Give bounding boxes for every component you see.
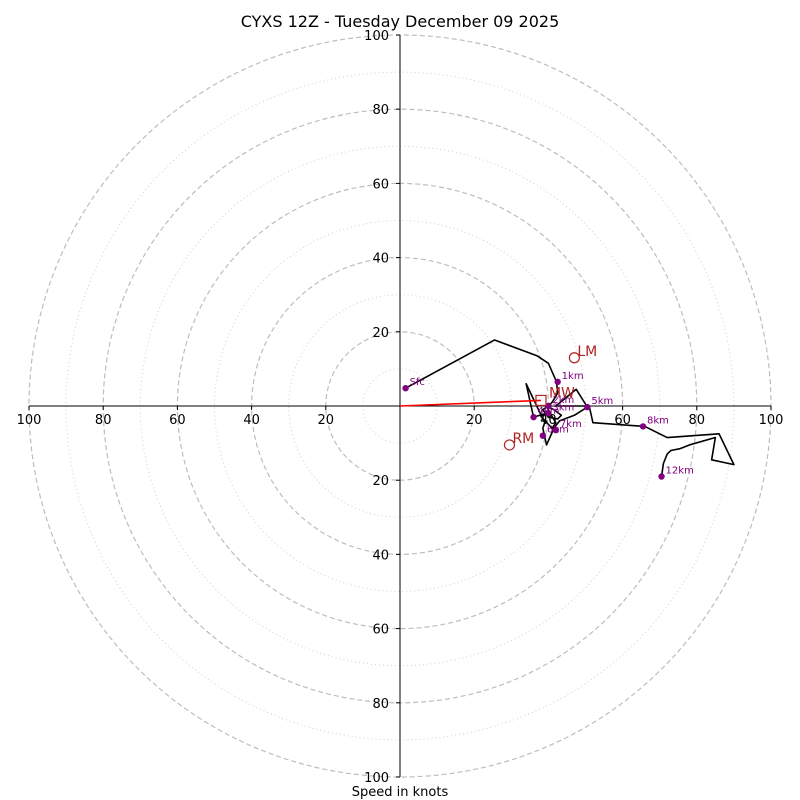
height-label: 2km — [552, 395, 574, 406]
height-label: 1km — [562, 371, 584, 382]
height-point — [554, 378, 561, 386]
rm-label: RM — [512, 431, 534, 447]
height-label: 5km — [591, 396, 613, 407]
tick-label-x-right: 100 — [759, 413, 784, 428]
tick-label-y-up: 80 — [372, 103, 389, 118]
height-label: 3km — [552, 402, 574, 413]
tick-label-y-down: 20 — [372, 474, 389, 489]
lm-marker — [568, 352, 580, 364]
tick-labels: 100 80 60 40 20 20 40 60 80 100204060801002040608… — [17, 29, 784, 786]
height-point — [545, 402, 552, 410]
height-label: Sfc — [410, 377, 425, 388]
height-point — [545, 410, 552, 417]
x-axis-label: Speed in knots — [352, 785, 449, 800]
tick-label-x-left: 40 — [243, 413, 260, 428]
tick-label-x-right: 80 — [689, 413, 706, 428]
lm-label: LM — [577, 344, 597, 360]
tick-label-y-down: 40 — [372, 548, 389, 563]
height-point — [539, 432, 547, 439]
height-point — [530, 413, 537, 421]
chart-title: CYXS 12Z - Tuesday December 09 2025 — [241, 12, 560, 31]
height-points: Sfc1km2km3km4km5km6km7km8km12km — [402, 371, 694, 480]
rm-marker — [503, 439, 516, 451]
tick-label-y-down: 60 — [372, 623, 389, 638]
height-label: 4km — [538, 406, 560, 417]
tick-label-x-left: 60 — [169, 413, 186, 428]
height-label: 12km — [666, 465, 694, 476]
mw-label: MW — [549, 385, 575, 401]
tick-label-y-up: 60 — [372, 177, 389, 192]
height-point — [552, 426, 560, 434]
height-point — [639, 423, 647, 430]
tick-label-y-up: 100 — [364, 29, 389, 44]
tick-label-y-up: 20 — [372, 326, 389, 341]
tick-label-y-down: 100 — [364, 771, 389, 786]
mean-wind-vector — [399, 399, 542, 407]
mw-marker — [535, 394, 547, 407]
tick-label-y-down: 80 — [372, 697, 389, 712]
tick-label-x-right: 20 — [466, 413, 483, 428]
height-point — [584, 403, 591, 411]
tick-label-x-left: 80 — [95, 413, 112, 428]
height-label: 7km — [560, 419, 582, 430]
tick-label-y-up: 40 — [372, 252, 389, 267]
tick-label-x-left: 100 — [17, 413, 42, 428]
tick-label-x-left: 20 — [318, 413, 335, 428]
height-point — [402, 384, 409, 392]
height-label: 8km — [647, 415, 669, 426]
height-point — [658, 473, 665, 480]
storm-motion-markers: LM RM MW — [503, 344, 597, 451]
